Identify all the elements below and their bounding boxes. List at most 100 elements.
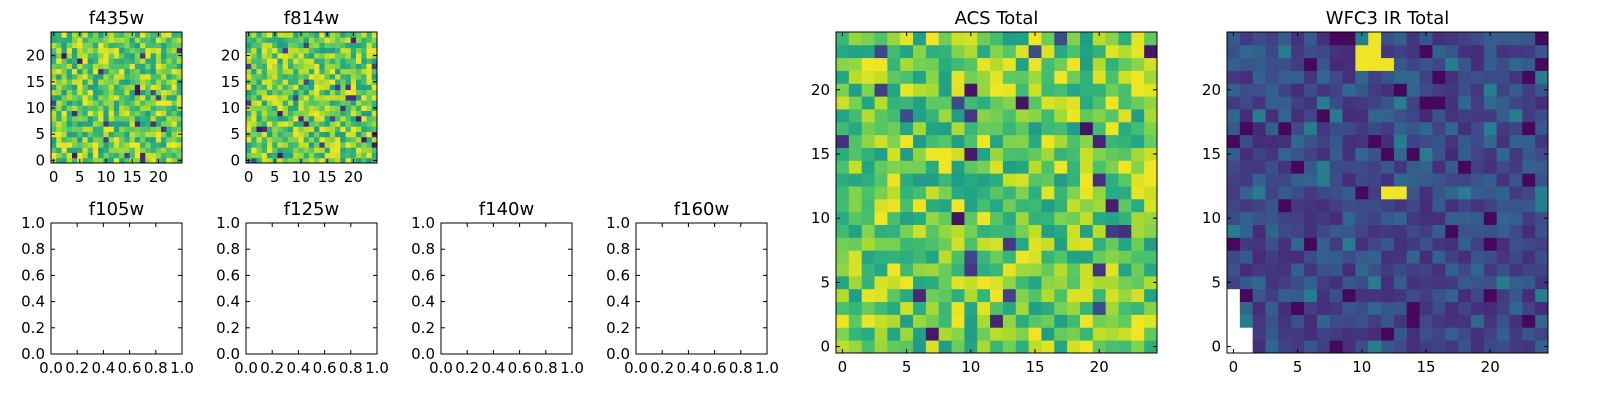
heatmap-cell: [308, 73, 315, 80]
heatmap-cell: [51, 147, 57, 153]
heatmap-cell: [1342, 109, 1356, 123]
heatmap-cell: [1265, 32, 1279, 46]
heatmap-cell: [848, 211, 863, 225]
heatmap-cell: [361, 131, 367, 138]
heatmap-cell: [1227, 237, 1241, 251]
heatmap-cell: [990, 237, 1004, 251]
heatmap-cell: [293, 94, 299, 101]
heatmap-cell: [861, 340, 875, 354]
heatmap-cell: [77, 100, 83, 106]
heatmap-cell: [848, 96, 863, 110]
heatmap-cell: [140, 79, 146, 85]
heatmap-cell: [134, 52, 141, 59]
heatmap-cell: [350, 47, 357, 54]
heatmap-cell: [171, 52, 178, 59]
heatmap-cell: [938, 83, 952, 97]
heatmap-cell: [293, 37, 299, 43]
heatmap-cell: [66, 157, 73, 164]
heatmap-cell: [113, 100, 120, 106]
heatmap-cell: [371, 126, 378, 132]
heatmap-cell: [1304, 134, 1318, 148]
heatmap-cell: [1458, 160, 1472, 174]
heatmap-cell: [1470, 198, 1485, 213]
heatmap-cell: [951, 121, 965, 136]
heatmap-cell: [319, 136, 325, 143]
heatmap-cell: [1522, 237, 1536, 251]
heatmap-cell: [1227, 147, 1241, 161]
heatmap-cell: [1079, 44, 1094, 59]
heatmap-cell: [314, 100, 320, 106]
heatmap-cell: [1252, 83, 1266, 97]
heatmap-cell: [108, 94, 115, 101]
heatmap-cell: [266, 110, 273, 117]
heatmap-cell: [874, 173, 888, 187]
heatmap-cell: [887, 121, 901, 136]
heatmap-cell: [1483, 57, 1498, 71]
heatmap-cell: [77, 58, 83, 64]
heatmap-cell: [990, 340, 1004, 354]
heatmap-cell: [1304, 327, 1318, 341]
heatmap-cell: [77, 105, 83, 111]
heatmap-cell: [1118, 314, 1132, 328]
heatmap-cell: [66, 94, 73, 101]
heatmap-cell: [366, 131, 373, 138]
heatmap-cell: [92, 37, 99, 43]
heatmap-cell: [140, 115, 146, 122]
heatmap-cell: [1092, 198, 1107, 213]
heatmap-cell: [1054, 211, 1068, 225]
heatmap-cell: [848, 32, 863, 46]
heatmap-cell: [103, 126, 110, 132]
heatmap-cell: [1329, 57, 1343, 71]
heatmap-cell: [361, 121, 367, 127]
heatmap-cell: [134, 100, 141, 106]
heatmap-cell: [171, 73, 178, 80]
heatmap-cell: [836, 327, 850, 341]
heatmap-cell: [1252, 263, 1266, 277]
heatmap-cell: [1381, 83, 1395, 97]
heatmap-cell: [113, 136, 120, 143]
heatmap-cell: [166, 37, 172, 43]
heatmap-cell: [335, 94, 341, 101]
heatmap-cell: [938, 186, 952, 200]
heatmap-cell: [1432, 340, 1446, 354]
heatmap-cell: [1535, 237, 1549, 251]
heatmap-cell: [51, 47, 57, 54]
y-tick-label: 5: [820, 273, 830, 291]
heatmap-cell: [1304, 301, 1318, 315]
heatmap-cell: [1535, 160, 1549, 174]
heatmap-cell: [1368, 96, 1382, 110]
heatmap-cell: [140, 110, 146, 117]
heatmap-cell: [171, 47, 178, 54]
heatmap-cell: [161, 68, 167, 75]
heatmap-cell: [256, 152, 263, 159]
heatmap-cell: [1496, 109, 1510, 123]
heatmap-cell: [272, 79, 278, 85]
heatmap-cell: [82, 42, 89, 49]
heatmap-cell: [98, 47, 104, 54]
y-tick-label: 0.4: [606, 293, 630, 311]
heatmap-cell: [977, 32, 991, 46]
heatmap-cell: [1002, 32, 1017, 46]
heatmap-cell: [1041, 160, 1055, 174]
heatmap-cell: [1028, 224, 1042, 238]
heatmap-cell: [134, 110, 141, 117]
heatmap-cell: [129, 100, 136, 106]
heatmap-cell: [356, 136, 362, 143]
heatmap-cell: [171, 100, 178, 106]
heatmap-cell: [293, 63, 299, 70]
heatmap-cell: [119, 89, 125, 96]
heatmap-cell: [256, 121, 263, 127]
heatmap-cell: [1509, 70, 1523, 84]
heatmap-cell: [272, 142, 278, 148]
x-tick-label: 0.8: [144, 359, 168, 377]
heatmap-cell: [977, 314, 991, 328]
heatmap-cell: [1393, 147, 1408, 161]
heatmap-cell: [1079, 275, 1094, 290]
heatmap-cell: [319, 152, 325, 159]
heatmap-cell: [246, 42, 252, 49]
heatmap-cell: [366, 47, 373, 54]
heatmap-cell: [145, 121, 151, 127]
heatmap-cell: [1265, 198, 1279, 213]
heatmap-cell: [1522, 134, 1536, 148]
heatmap-cell: [324, 105, 331, 111]
